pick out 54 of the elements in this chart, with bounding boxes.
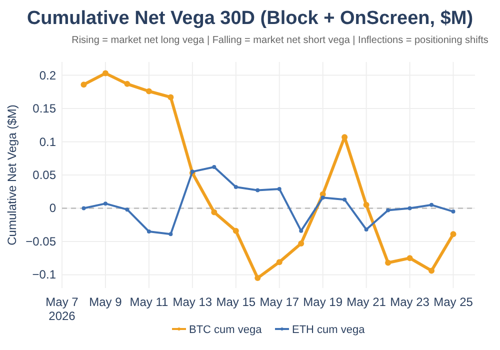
y-tick-label: 0.15 <box>32 102 56 116</box>
point <box>146 230 151 234</box>
point <box>82 206 86 210</box>
point <box>211 209 218 216</box>
x-tick-label: May 15 <box>216 295 256 309</box>
x-tick-label: May 13 <box>172 295 212 309</box>
point <box>363 202 370 208</box>
chart-title: Cumulative Net Vega 30D (Block + OnScreen, $M) <box>26 8 474 29</box>
point <box>320 196 325 200</box>
point <box>277 186 282 191</box>
point <box>276 259 282 266</box>
point <box>254 275 261 282</box>
y-tick-label: −0.05 <box>26 234 56 248</box>
point <box>385 260 392 266</box>
point <box>212 165 216 170</box>
y-tick-label: −0.1 <box>32 268 56 282</box>
point <box>234 184 238 189</box>
point <box>364 228 368 232</box>
point <box>168 232 173 236</box>
point <box>406 255 413 262</box>
point <box>430 202 434 207</box>
point <box>168 94 174 100</box>
point <box>102 70 108 76</box>
point <box>342 198 347 202</box>
x-tick-label: May 25 <box>434 295 474 309</box>
point <box>428 268 435 274</box>
x-tick-label: May 17 <box>260 295 300 309</box>
point <box>450 231 456 238</box>
point <box>232 228 239 234</box>
y-tick-label: 0.05 <box>32 168 56 182</box>
point <box>103 202 108 206</box>
point <box>386 208 390 212</box>
point <box>299 228 304 233</box>
x-tick-label: May 19 <box>303 295 343 309</box>
x-tick-label: May 23 <box>390 295 430 309</box>
y-tick-label: 0.1 <box>39 134 56 149</box>
point <box>298 240 304 246</box>
y-tick-label: 0.2 <box>39 68 56 82</box>
legend-label: ETH cum vega <box>292 324 366 336</box>
point <box>124 80 130 87</box>
x-tick-label: May 21 <box>346 295 386 309</box>
point <box>125 208 130 212</box>
chart-subtitle: Rising = market net long vega | Falling = market net short vega | Inflections = positioning shifts <box>72 35 488 46</box>
y-tick-label: 0 <box>49 201 56 216</box>
x-tick-label: May 11 <box>130 295 168 309</box>
legend-label: BTC cum vega <box>189 324 263 336</box>
point <box>80 82 87 88</box>
x-tick-label: May 9 <box>89 295 122 309</box>
point <box>408 206 412 210</box>
x-tick-label: May 7 2026 <box>46 295 79 323</box>
point <box>451 210 456 214</box>
y-axis-title: Cumulative Net Vega ($M) <box>5 104 19 246</box>
point <box>146 88 152 94</box>
point <box>256 188 260 192</box>
